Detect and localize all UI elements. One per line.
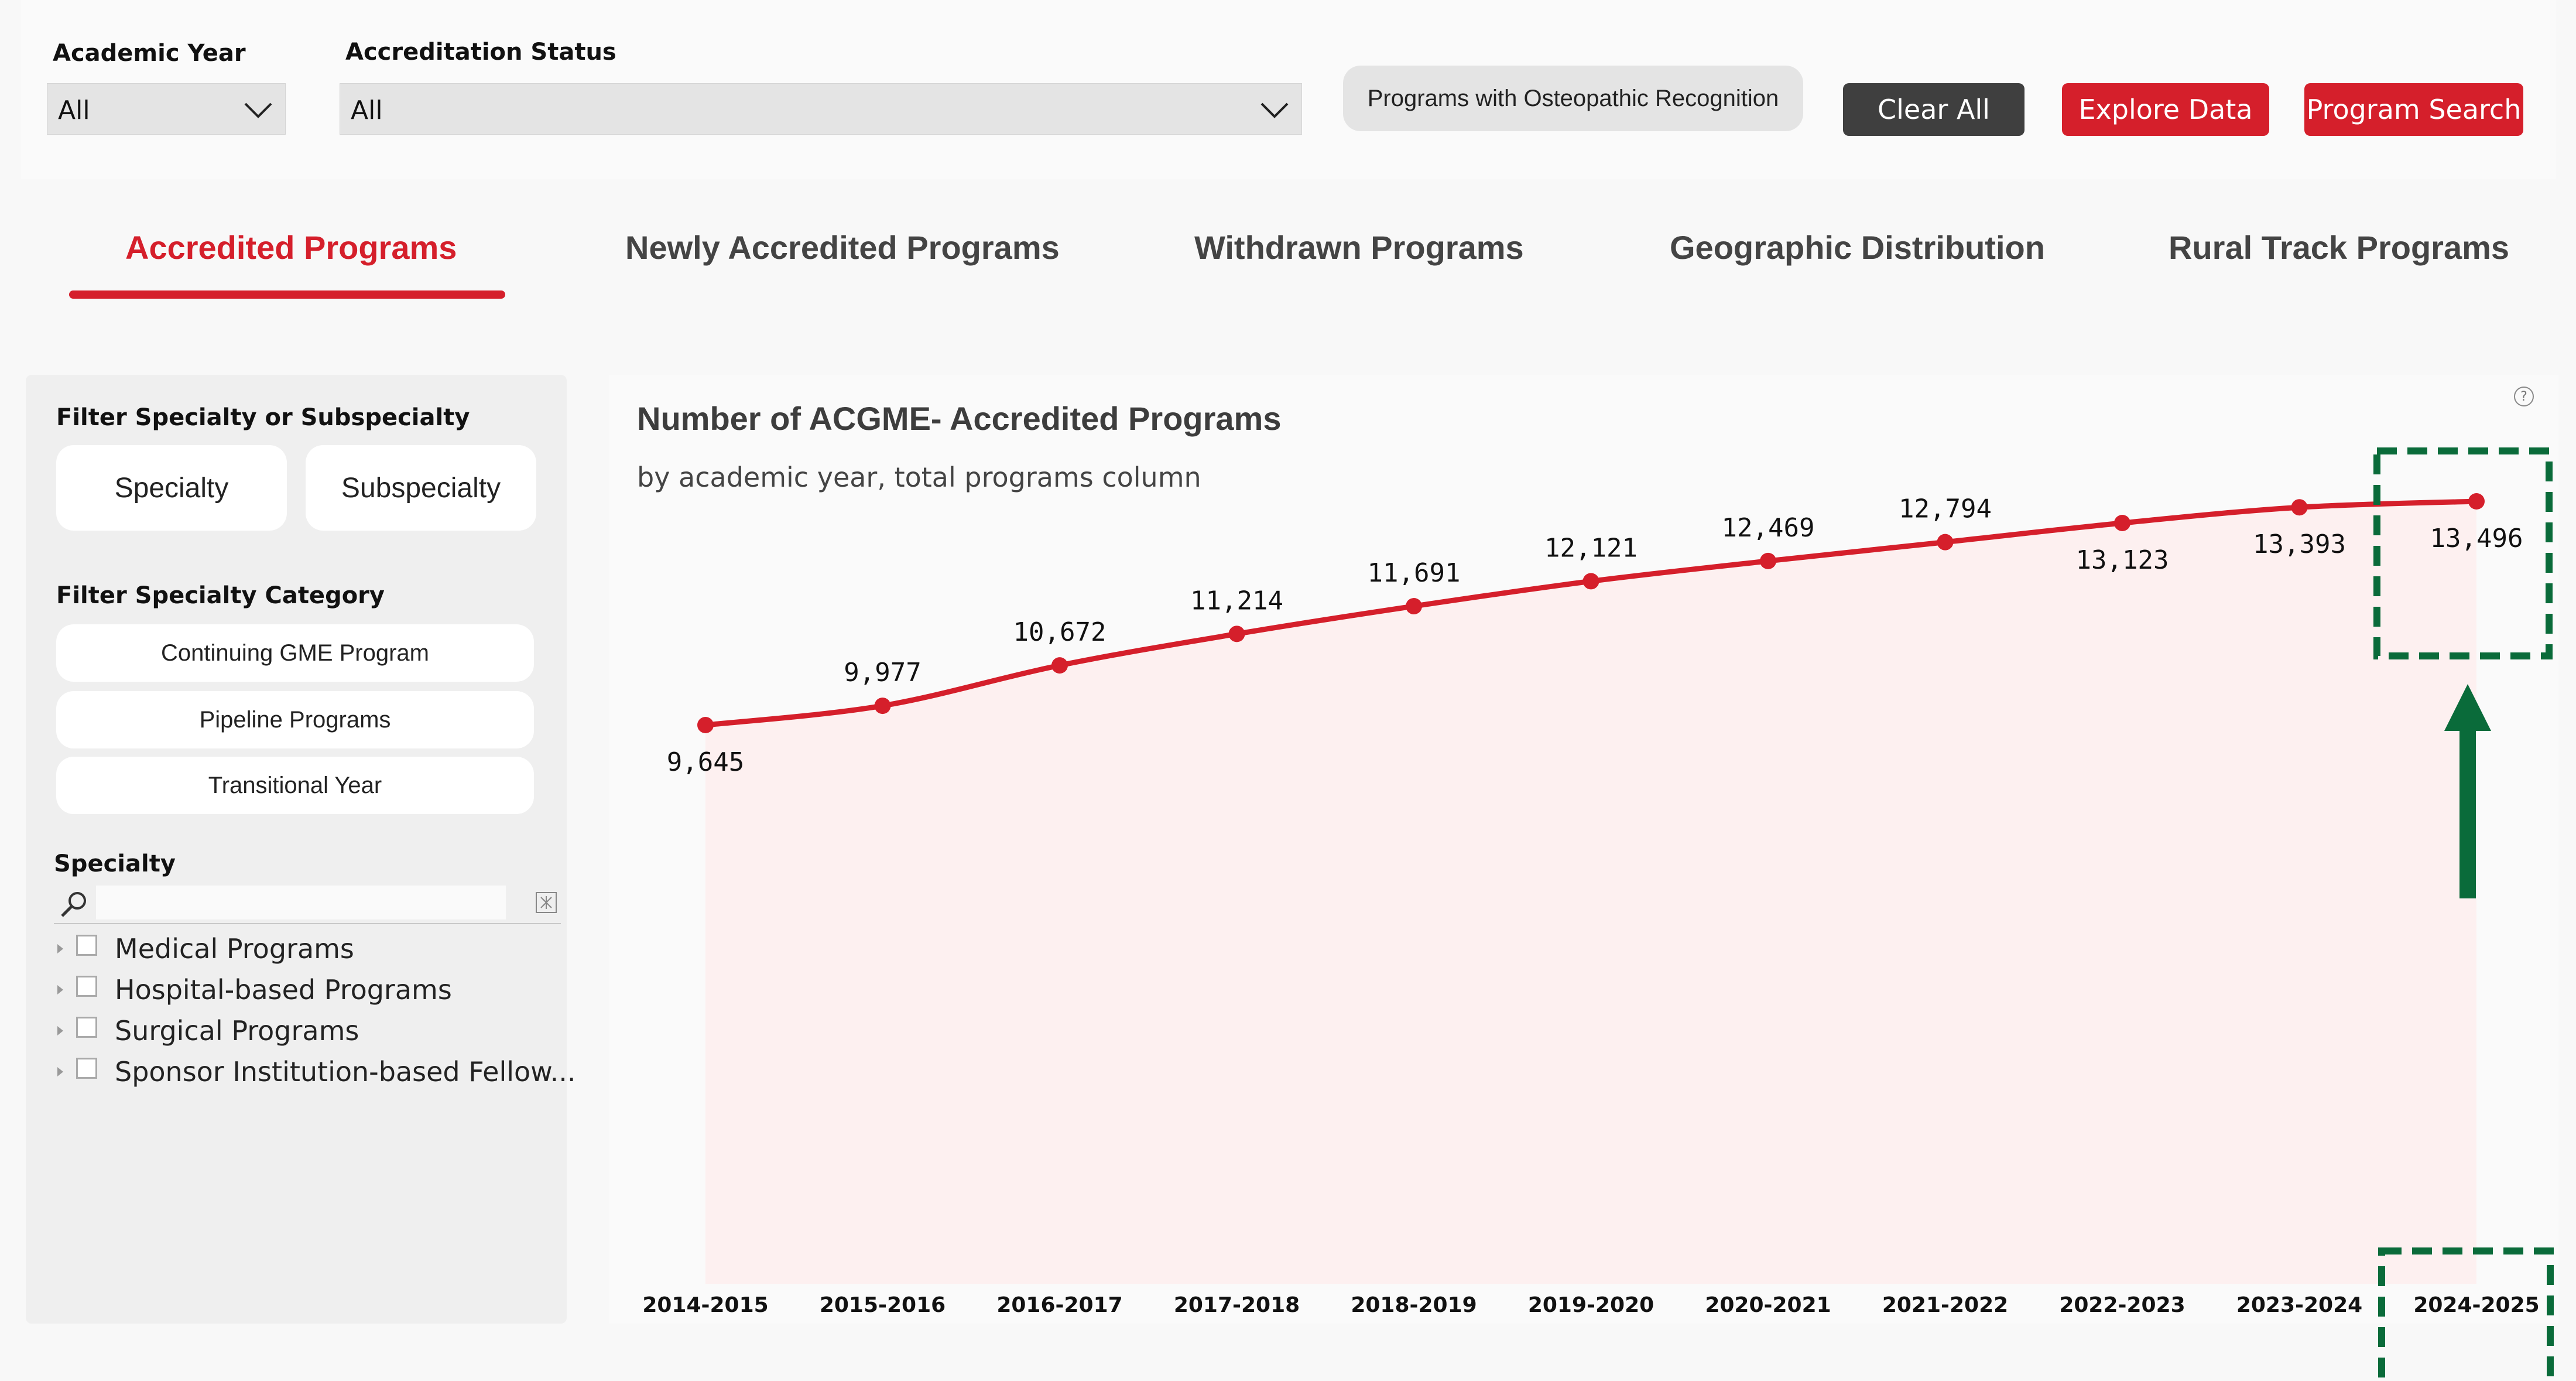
line-chart: 9,645 2014-2015 9,977 2015-2016 10,672 2016-2… <box>642 493 2540 1317</box>
tab-accredited-programs[interactable]: Accredited Programs <box>125 229 457 266</box>
highlight-box-latest-value <box>2373 447 2553 659</box>
data-label: 11,214 <box>1190 586 1283 616</box>
annotation-overlay <box>2373 447 2554 1381</box>
tree-item-sponsor-institution-fellowships[interactable]: Sponsor Institution-based Fellow... <box>54 1053 576 1091</box>
data-label: 10,672 <box>1013 617 1107 647</box>
category-continuing-gme-button[interactable]: Continuing GME Program <box>56 624 534 682</box>
data-point <box>1406 598 1422 615</box>
tree-item-label: Hospital-based Programs <box>115 974 452 1006</box>
specialty-search <box>54 883 561 924</box>
data-label: 13,393 <box>2253 529 2346 559</box>
chevron-down-icon <box>1260 102 1289 118</box>
area-fill <box>705 501 2476 1284</box>
data-point <box>697 717 714 733</box>
filter-specialty-title: Filter Specialty or Subspecialty <box>56 404 470 431</box>
arrow-shaft <box>2459 730 2476 898</box>
explore-data-button[interactable]: Explore Data <box>2062 83 2269 136</box>
x-tick-label: 2022-2023 <box>2059 1293 2185 1317</box>
accreditation-status-dropdown[interactable]: All <box>340 83 1302 135</box>
checkbox[interactable] <box>76 976 97 997</box>
data-label: 9,645 <box>667 747 744 777</box>
academic-year-label: Academic Year <box>53 40 246 67</box>
category-transitional-year-button[interactable]: Transitional Year <box>56 757 534 814</box>
active-tab-indicator <box>69 290 505 299</box>
specialty-search-input[interactable] <box>96 886 506 919</box>
data-point <box>2114 514 2130 531</box>
tree-item-label: Sponsor Institution-based Fellow... <box>115 1056 576 1088</box>
data-label: 13,123 <box>2076 545 2169 575</box>
data-point <box>1582 573 1599 590</box>
help-icon[interactable]: ? <box>2514 387 2534 406</box>
subspecialty-button[interactable]: Subspecialty <box>306 445 536 531</box>
tree-item-medical-programs[interactable]: Medical Programs <box>54 930 354 968</box>
data-point <box>1937 534 1954 551</box>
filter-panel: Filter Specialty or Subspecialty Special… <box>26 375 576 1324</box>
chart-panel: Number of ACGME- Accredited Programs by … <box>609 375 2558 1324</box>
x-tick-label: 2023-2024 <box>2236 1293 2362 1317</box>
data-point <box>874 698 891 715</box>
expand-arrow-icon[interactable] <box>57 985 63 994</box>
data-label: 12,121 <box>1544 533 1638 563</box>
tab-rural-track-programs[interactable]: Rural Track Programs <box>2169 229 2510 266</box>
tab-geographic-distribution[interactable]: Geographic Distribution <box>1670 229 2045 266</box>
tree-item-label: Medical Programs <box>115 933 354 965</box>
accreditation-status-value: All <box>351 95 383 125</box>
chart-title: Number of ACGME- Accredited Programs <box>637 400 1282 437</box>
highlight-box-latest-year <box>2378 1247 2554 1381</box>
data-point <box>2468 493 2485 510</box>
chart-subtitle: by academic year, total programs column <box>637 462 1201 493</box>
expand-arrow-icon[interactable] <box>57 944 63 953</box>
clear-search-icon[interactable] <box>535 891 557 914</box>
search-icon <box>61 892 86 917</box>
chevron-down-icon <box>244 102 272 118</box>
accreditation-status-label: Accreditation Status <box>345 39 616 66</box>
x-tick-label: 2020-2021 <box>1705 1293 1831 1317</box>
filter-bar: Academic Year All Accreditation Status A… <box>21 0 2556 179</box>
category-title: Filter Specialty Category <box>56 582 385 609</box>
tab-withdrawn-programs[interactable]: Withdrawn Programs <box>1194 229 1524 266</box>
up-arrow-icon <box>2444 684 2491 731</box>
data-point <box>2291 499 2308 516</box>
x-tick-label: 2018-2019 <box>1351 1293 1477 1317</box>
tree-item-surgical-programs[interactable]: Surgical Programs <box>54 1012 359 1050</box>
academic-year-value: All <box>58 95 90 125</box>
data-point <box>1051 657 1068 674</box>
expand-arrow-icon[interactable] <box>57 1067 63 1076</box>
checkbox[interactable] <box>76 1017 97 1038</box>
academic-year-dropdown[interactable]: All <box>47 83 286 135</box>
data-label: 9,977 <box>844 658 921 688</box>
data-label: 12,794 <box>1899 494 1992 524</box>
x-tick-label: 2014-2015 <box>642 1293 768 1317</box>
clear-all-button[interactable]: Clear All <box>1843 83 2025 136</box>
x-tick-label: 2017-2018 <box>1174 1293 1300 1317</box>
data-label: 12,469 <box>1722 513 1815 543</box>
checkbox[interactable] <box>76 935 97 956</box>
specialty-button[interactable]: Specialty <box>56 445 287 531</box>
program-search-button[interactable]: Program Search <box>2304 83 2523 136</box>
x-tick-label: 2019-2020 <box>1528 1293 1654 1317</box>
tab-newly-accredited-programs[interactable]: Newly Accredited Programs <box>625 229 1060 266</box>
category-pipeline-programs-button[interactable]: Pipeline Programs <box>56 691 534 748</box>
expand-arrow-icon[interactable] <box>57 1026 63 1035</box>
checkbox[interactable] <box>76 1058 97 1079</box>
data-label: 11,691 <box>1368 558 1461 588</box>
x-tick-label: 2015-2016 <box>820 1293 946 1317</box>
specialty-list-title: Specialty <box>54 850 176 877</box>
x-tick-label: 2016-2017 <box>996 1293 1122 1317</box>
tree-item-label: Surgical Programs <box>115 1015 359 1047</box>
x-tick-label: 2024-2025 <box>2413 1293 2539 1317</box>
osteopathic-recognition-button[interactable]: Programs with Osteopathic Recognition <box>1343 66 1803 131</box>
data-point <box>1760 552 1776 569</box>
data-point <box>1228 625 1245 642</box>
tree-item-hospital-based-programs[interactable]: Hospital-based Programs <box>54 971 452 1009</box>
x-tick-label: 2021-2022 <box>1882 1293 2008 1317</box>
data-label: 13,496 <box>2430 524 2523 553</box>
